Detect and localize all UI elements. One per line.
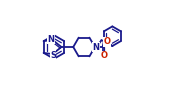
Text: S: S xyxy=(50,51,56,60)
Text: O: O xyxy=(103,37,110,46)
Text: O: O xyxy=(101,51,108,60)
Text: N: N xyxy=(48,35,55,44)
Text: N: N xyxy=(93,42,100,52)
